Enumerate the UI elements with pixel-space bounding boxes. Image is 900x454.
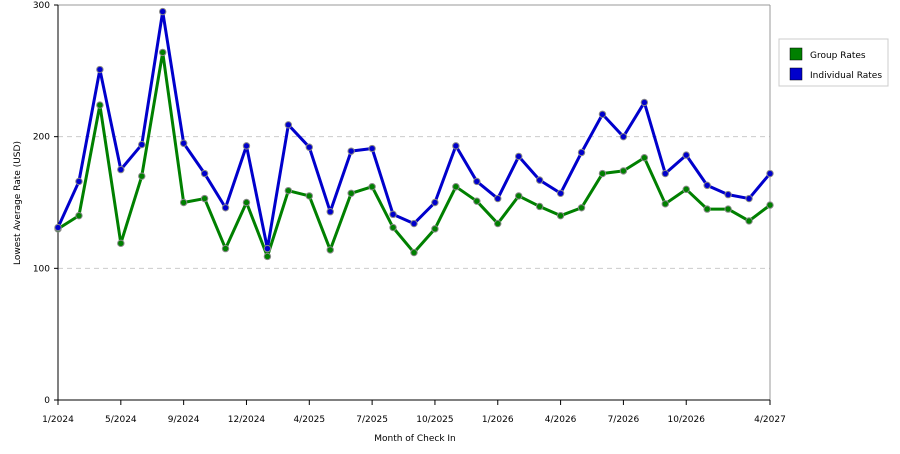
- point: [242, 142, 251, 150]
- point: [766, 169, 774, 178]
- point: [619, 132, 628, 141]
- point: [640, 154, 649, 162]
- point: [494, 194, 502, 203]
- point: [305, 143, 313, 151]
- point: [284, 186, 293, 195]
- y-tick-label: 100: [33, 264, 50, 274]
- x-tick-label: 10/2025: [416, 415, 453, 425]
- point: [326, 208, 334, 216]
- series-line: [56, 10, 772, 251]
- point: [221, 244, 230, 253]
- point: [661, 169, 669, 178]
- point: [577, 204, 586, 212]
- point: [724, 190, 732, 199]
- point: [263, 252, 272, 261]
- x-tick-label: 7/2026: [608, 415, 640, 425]
- point: [494, 219, 502, 228]
- x-tick-label: 4/2027: [754, 415, 786, 425]
- point: [745, 194, 753, 203]
- legend-label: Group Rates: [810, 51, 866, 61]
- x-tick-label: 10/2026: [668, 415, 706, 425]
- point: [75, 211, 83, 220]
- y-tick-label: 0: [44, 396, 50, 406]
- point: [431, 198, 439, 207]
- point: [682, 151, 690, 159]
- x-tick-label: 7/2025: [356, 415, 388, 425]
- point: [682, 185, 690, 194]
- x-axis-label: Month of Check In: [374, 434, 456, 444]
- point: [745, 217, 753, 225]
- point: [452, 183, 460, 191]
- y-tick-label: 200: [33, 133, 50, 143]
- point: [619, 167, 628, 175]
- point: [221, 204, 230, 212]
- point: [263, 244, 272, 253]
- x-tick-label: 1/2024: [42, 415, 74, 425]
- point: [661, 200, 669, 208]
- point: [96, 101, 104, 109]
- legend-swatch: [789, 47, 803, 61]
- point: [556, 211, 565, 220]
- point: [431, 225, 439, 233]
- point: [200, 169, 209, 178]
- point: [138, 140, 146, 149]
- point: [598, 169, 607, 178]
- point: [535, 202, 544, 211]
- point: [577, 148, 586, 157]
- point: [347, 147, 355, 155]
- point: [117, 165, 125, 174]
- point: [284, 121, 293, 129]
- point: [556, 189, 565, 197]
- point: [515, 192, 523, 200]
- x-tick-label: 1/2026: [482, 415, 514, 425]
- point: [703, 205, 711, 213]
- point: [179, 198, 188, 207]
- point: [473, 197, 481, 205]
- point: [326, 246, 334, 254]
- legend-label: Individual Rates: [810, 71, 882, 81]
- point: [703, 181, 711, 190]
- point: [515, 152, 523, 161]
- point: [724, 205, 732, 213]
- point: [389, 223, 397, 232]
- point: [159, 48, 167, 57]
- point: [598, 110, 607, 118]
- x-tick-label: 5/2024: [105, 415, 137, 425]
- point: [452, 142, 460, 150]
- point: [179, 139, 188, 147]
- point: [242, 198, 251, 207]
- point: [75, 177, 83, 186]
- point: [389, 210, 397, 219]
- point: [347, 189, 355, 197]
- x-tick-label: 4/2026: [545, 415, 577, 425]
- point: [535, 176, 544, 184]
- point: [96, 65, 104, 74]
- point: [138, 172, 146, 180]
- point: [200, 194, 209, 203]
- point: [766, 201, 774, 209]
- point: [117, 239, 125, 248]
- point: [368, 144, 376, 153]
- legend-swatch: [789, 67, 803, 81]
- point: [410, 219, 418, 228]
- point: [54, 223, 62, 232]
- x-tick-label: 9/2024: [168, 415, 200, 425]
- point: [305, 192, 313, 200]
- x-tick-label: 4/2025: [293, 415, 325, 425]
- y-tick-label: 300: [33, 1, 50, 11]
- point: [473, 177, 481, 186]
- point: [159, 7, 167, 16]
- point: [410, 248, 418, 257]
- x-tick-label: 12/2024: [228, 415, 266, 425]
- point: [640, 98, 649, 107]
- y-axis-label: Lowest Average Rate (USD): [13, 141, 23, 265]
- point: [368, 183, 376, 191]
